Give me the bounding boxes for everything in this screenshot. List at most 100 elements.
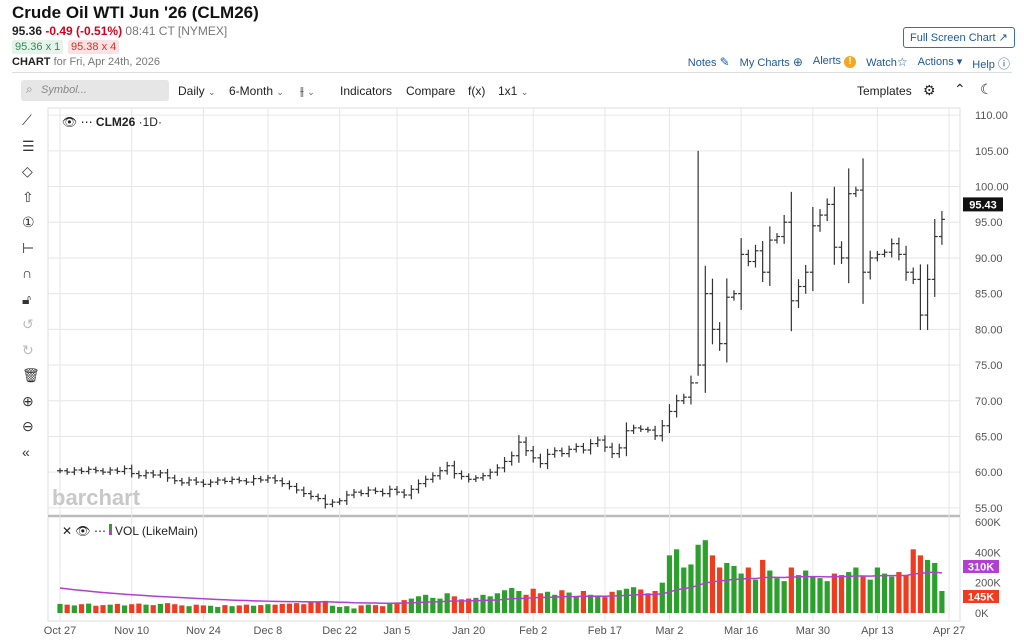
date-tick-label: Dec 8 [254,625,283,637]
undo-icon[interactable]: ↺ [22,316,34,332]
date-tick-label: Nov 24 [186,625,221,637]
ohlc-bar [515,435,522,463]
ohlc-bar [64,468,71,475]
volume-bar [566,592,572,613]
barchart-logo: barchart [52,485,141,510]
ohlc-bar [128,464,135,478]
volume-bar [717,567,723,613]
chart-label: CHART [12,56,51,68]
eye-icon[interactable]: 👁︎ ⋯ [62,115,93,129]
actions-menu[interactable]: Actions ▾ [918,55,963,72]
compare-button[interactable]: Compare [406,84,456,98]
ohlc-bar [422,475,429,488]
price-tick-label: 55.00 [975,503,1003,515]
my-charts-label: My Charts [739,57,790,69]
volume-legend: ✕ 👁︎ ⋯ VOL (LikeMain) [62,524,198,538]
settings-gear-icon[interactable]: ⚙ [923,82,936,98]
measure-tool-icon[interactable]: ⊢ [22,239,35,256]
volume-bar [810,576,816,613]
ohlc-bar [601,435,608,452]
my-charts-link[interactable]: My Charts ⊕ [740,55,803,72]
trendline-tool-icon[interactable]: ⟋ [22,112,32,128]
volume-bar [473,597,479,613]
redo-icon[interactable]: ↻ [22,341,34,358]
close-icon[interactable]: ✕ [62,524,73,538]
price-tick-label: 60.00 [975,467,1003,479]
ohlc-bar [573,443,580,453]
zoom-in-icon[interactable]: ⊕ [22,392,34,409]
volume-bar [803,570,809,613]
watch-link[interactable]: Watch☆ [866,55,908,72]
volume-bar [157,603,163,613]
ask-badge: 95.38 x 4 [68,40,120,54]
alerts-link[interactable]: Alerts ! [812,55,857,72]
alert-icon: ! [844,56,857,68]
drawing-tools: ⟋ ☰ ◇ ⇧ ① ⊢ ∩ 🔓︎ ↺ ↻ 🗑︎ ⊕ ⊖ « [18,112,48,469]
chart-date: CHART for Fri, Apr 24th, 2026 [12,56,160,68]
range-dropdown[interactable]: 6-Month ⌄ [229,84,284,98]
collapse-icon[interactable]: ⌃ [954,81,966,97]
volume-bar [544,591,551,613]
magnet-icon[interactable]: ∩ [22,265,33,281]
ohlc-bar [723,278,730,363]
symbol-search-input[interactable]: ⌕ Symbol... [21,80,169,101]
volume-bar [874,567,880,613]
volume-bar [114,603,120,613]
ohlc-bar [243,478,250,485]
indicators-button[interactable]: Indicators [340,84,393,98]
volume-bar [910,549,916,613]
ohlc-bar [752,244,759,268]
ohlc-bar [824,198,831,222]
full-screen-chart-button[interactable]: Full Screen Chart ↗ [903,27,1015,48]
search-icon: ⌕ [26,82,33,96]
bar-chart-type-icon: ⫲ [300,84,304,98]
volume-bar [580,591,587,613]
collapse-sidebar-icon[interactable]: « [22,443,30,460]
ohlc-bar [444,461,451,475]
ohlc-bar [171,474,178,484]
volume-bar [107,604,113,613]
volume-bar [329,605,336,613]
ohlc-bar [322,494,329,509]
volume-bar [681,567,687,613]
legend-symbol: CLM26 [95,115,136,129]
notes-link[interactable]: Notes ✎ [688,55,730,72]
chart-actions: Notes ✎ My Charts ⊕ Alerts ! Watch☆ Acti… [688,55,1010,72]
ohlc-bar [100,468,107,475]
ohlc-bar [472,475,479,482]
function-button[interactable]: f(x) [468,84,486,98]
shapes-tool-icon[interactable]: ◇ [22,163,33,179]
layout-dropdown[interactable]: 1x1 ⌄ [498,84,528,98]
page-title: Crude Oil WTI Jun '26 (CLM26) [12,3,259,22]
dark-mode-moon-icon[interactable]: ☾ [980,81,993,97]
ohlc-bar [860,158,867,304]
chart-type-dropdown[interactable]: ⫲ ⌄ [300,84,315,99]
interval-dropdown[interactable]: Daily ⌄ [178,84,216,98]
volume-bar [738,573,744,613]
watch-label: Watch [866,57,897,69]
fibonacci-tool-icon[interactable]: ☰ [22,137,35,154]
volume-bar [150,605,156,613]
arrow-tool-icon[interactable]: ⇧ [22,188,34,205]
volume-bar [781,581,787,613]
volume-bar [516,591,522,613]
volume-bar [423,594,429,613]
price-tick-label: 110.00 [975,110,1008,122]
help-link[interactable]: Help ⓘ [972,55,1010,72]
volume-bar [587,594,594,613]
annotation-tool-icon[interactable]: ① [22,214,35,230]
templates-button[interactable]: Templates [857,84,912,98]
volume-bar [924,559,931,613]
volume-bar [129,604,135,613]
eye-icon[interactable]: 👁︎ ⋯ [75,524,106,538]
lock-icon[interactable]: 🔓︎ [22,290,32,307]
ohlc-bar [745,249,752,267]
date-tick-label: Dec 22 [322,625,357,637]
trash-icon[interactable]: 🗑︎ [22,367,40,383]
quote-line: 95.36 -0.49 (-0.51%) 08:41 CT [NYMEX] [12,24,227,38]
zoom-out-icon[interactable]: ⊖ [22,418,34,434]
volume-bar [559,590,565,613]
alerts-label: Alerts [812,55,842,67]
ohlc-bar [781,214,788,244]
